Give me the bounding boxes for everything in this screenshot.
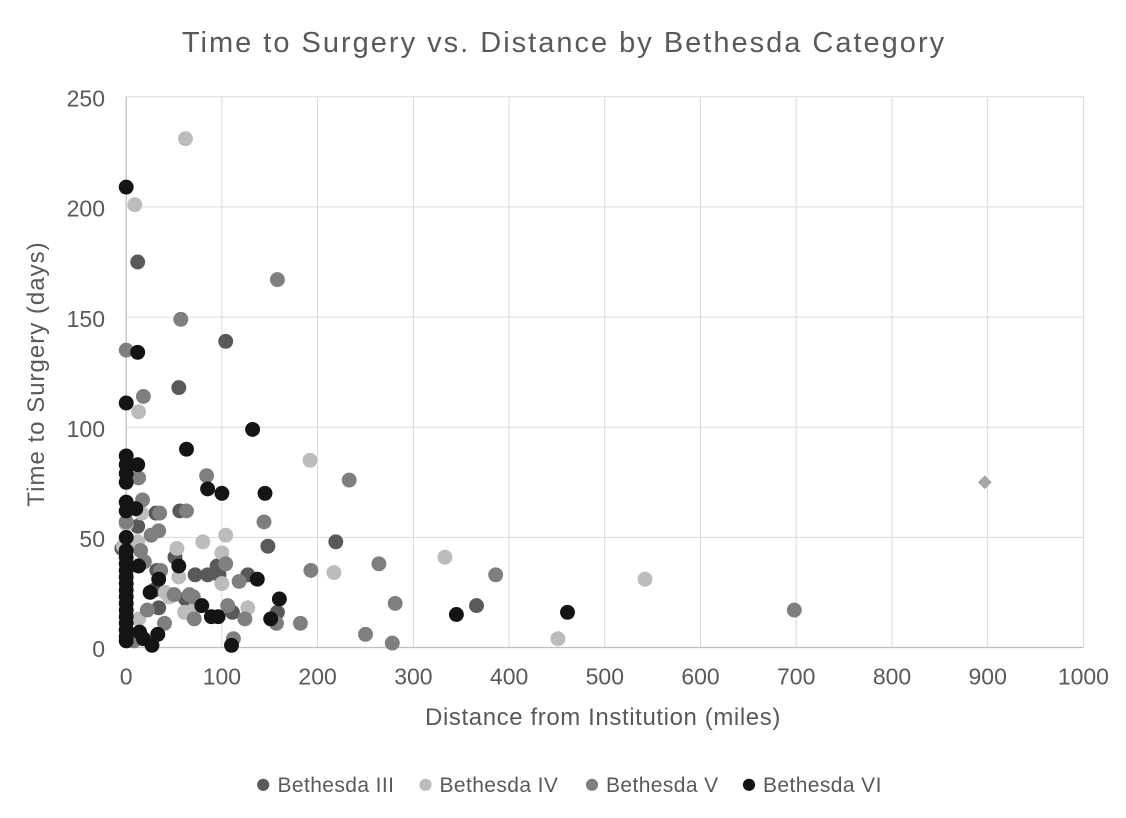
svg-text:50: 50 (79, 526, 105, 552)
svg-text:250: 250 (67, 86, 105, 112)
svg-text:500: 500 (586, 664, 624, 690)
svg-text:200: 200 (67, 196, 105, 222)
svg-text:Time to Surgery (days): Time to Surgery (days) (23, 241, 50, 506)
svg-text:Distance from Institution (mil: Distance from Institution (miles) (425, 704, 781, 731)
svg-text:800: 800 (873, 664, 911, 690)
svg-text:150: 150 (67, 306, 105, 332)
svg-text:700: 700 (777, 664, 815, 690)
svg-text:0: 0 (92, 636, 105, 662)
svg-text:300: 300 (394, 664, 432, 690)
svg-text:1000: 1000 (1058, 664, 1109, 690)
svg-text:100: 100 (67, 416, 105, 442)
svg-text:Time to Surgery vs. Distance b: Time to Surgery vs. Distance by Bethesda… (182, 27, 946, 59)
svg-text:100: 100 (203, 664, 241, 690)
svg-text:0: 0 (120, 664, 133, 690)
svg-text:400: 400 (490, 664, 528, 690)
svg-text:Bethesda V: Bethesda V (606, 774, 719, 797)
svg-text:Bethesda IV: Bethesda IV (440, 774, 559, 797)
svg-text:600: 600 (681, 664, 719, 690)
svg-text:Bethesda VI: Bethesda VI (763, 774, 882, 797)
svg-text:Bethesda III: Bethesda III (278, 774, 395, 797)
svg-text:200: 200 (298, 664, 336, 690)
svg-text:900: 900 (969, 664, 1007, 690)
